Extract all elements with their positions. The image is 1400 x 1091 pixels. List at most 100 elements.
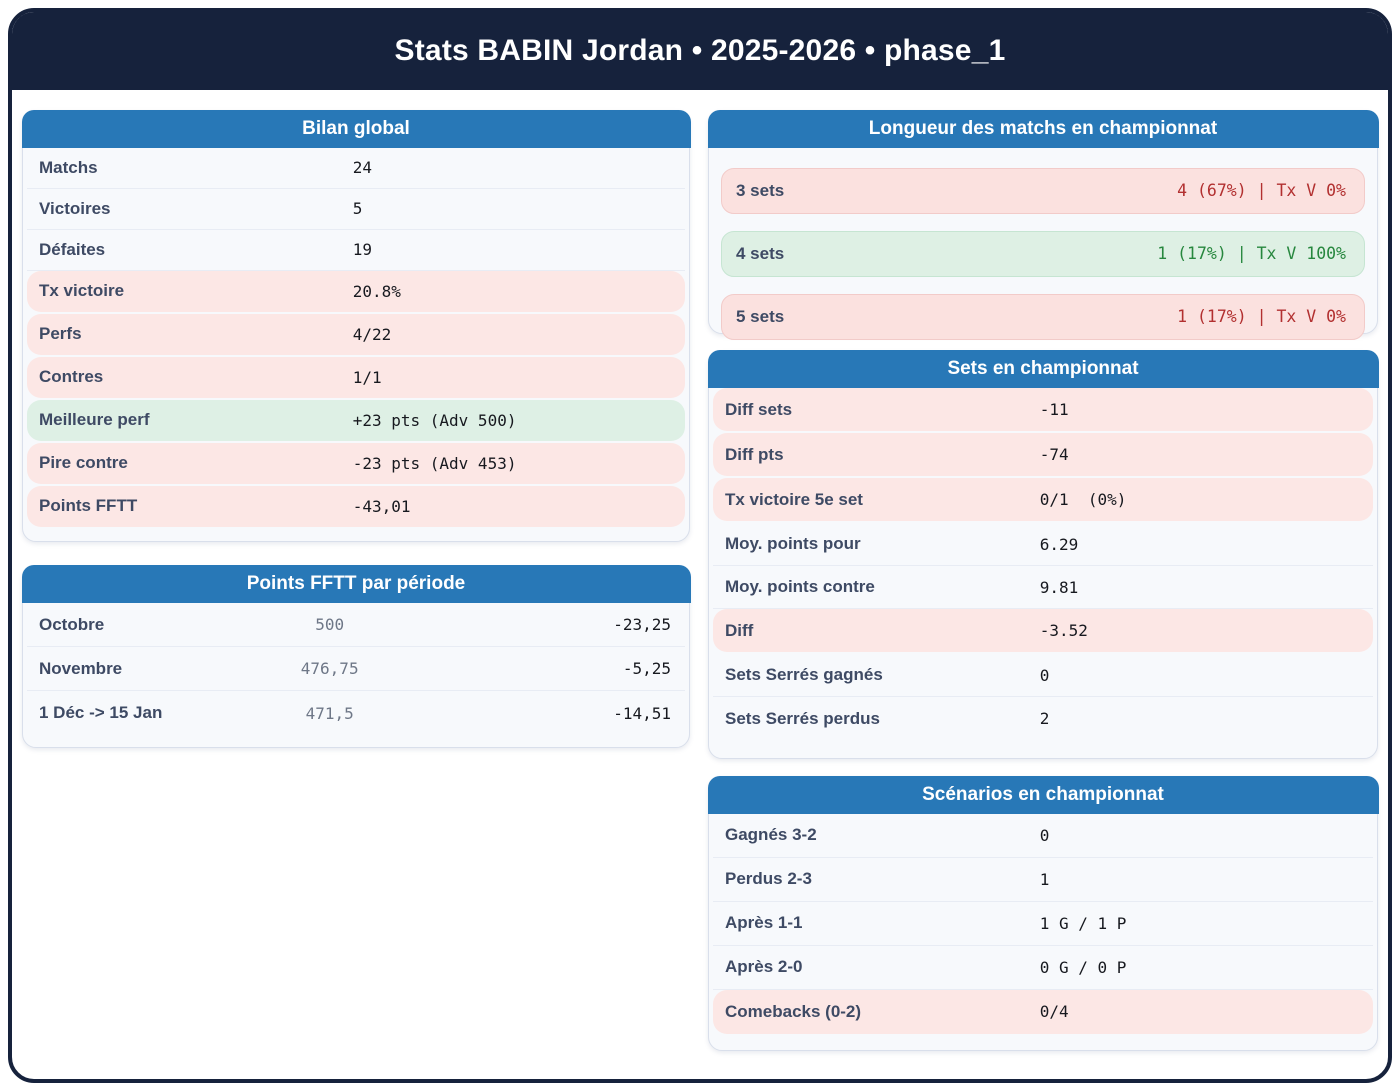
row-value: -5,25 [622,659,671,678]
stat-row: Pire contre -23 pts (Adv 453) [27,442,685,484]
card-body-scenarios-championnat: Gagnés 3-2 0 Perdus 2-3 1 Après 1-1 1 G / 1 P… [709,814,1377,1050]
left-column: Bilan global Matchs 24 Victoires 5 Défaites 1… [21,109,691,748]
row-value: 4 (67%) | Tx V 0% [1177,181,1346,200]
row-value: +23 pts (Adv 500) [352,410,517,430]
row-label: Matchs [39,157,98,177]
row-label: Meilleure perf [39,410,150,429]
stat-row: Perdus 2-3 1 [713,858,1373,902]
stat-row: Diff -3.52 [713,609,1373,652]
stat-row: Octobre 500 -23,25 [27,603,685,647]
card-title-bilan-global: Bilan global [21,109,691,148]
row-value: 1 (17%) | Tx V 0% [1177,307,1346,326]
stat-row: Matchs 24 [27,148,685,189]
row-value: 0 G / 0 P [1039,957,1127,977]
card-body-bilan-global: Matchs 24 Victoires 5 Défaites 19 Tx victoire 2… [23,148,689,541]
row-label: Octobre [39,614,105,634]
row-value: 0/1 (0%) [1039,490,1127,509]
stat-row: Moy. points pour 6.29 [713,523,1373,566]
row-value: 4/22 [352,324,392,344]
row-value: -3.52 [1039,621,1088,640]
row-label: Diff [725,620,754,640]
row-value: -23 pts (Adv 453) [352,453,517,473]
row-value: -43,01 [352,496,411,516]
stat-row: Moy. points contre 9.81 [713,566,1373,609]
stat-row: Victoires 5 [27,189,685,230]
row-value: 5 [352,199,363,218]
row-value: 24 [352,158,372,177]
row-value: 0/4 [1039,1002,1069,1021]
row-value: 9.81 [1039,577,1079,597]
stat-row: 5 sets 1 (17%) | Tx V 0% [721,293,1365,340]
stat-row: Contres 1/1 [27,356,685,398]
row-label: 4 sets [736,243,785,263]
row-value: 0 [1039,665,1050,685]
row-mid-value: 476,75 [300,659,359,678]
row-label: Tx victoire 5e set [725,489,863,509]
row-label: Défaites [39,239,106,259]
page-frame: Stats BABIN Jordan • 2025-2026 • phase_1… [8,8,1392,1083]
stat-row: Diff pts -74 [713,433,1373,476]
card-sets-championnat: Sets en championnat Diff sets -11 Diff pts… [707,350,1379,759]
card-title-points-fftt-periode: Points FFTT par période [21,565,691,603]
stat-row: Après 1-1 1 G / 1 P [713,902,1373,946]
row-label: Novembre [39,658,123,678]
row-value: 1 [1039,869,1050,889]
row-value: 20.8% [352,281,401,301]
stat-row: Tx victoire 20.8% [27,270,685,312]
card-title-scenarios-championnat: Scénarios en championnat [707,775,1379,814]
row-value: -11 [1039,400,1069,419]
row-label: Sets Serrés gagnés [725,665,883,684]
stat-row: 4 sets 1 (17%) | Tx V 100% [721,230,1365,277]
stat-row: Défaites 19 [27,230,685,271]
row-label: Diff pts [725,444,784,464]
row-label: Contres [39,367,104,386]
row-label: Après 1-1 [725,913,803,932]
card-bilan-global: Bilan global Matchs 24 Victoires 5 Défaites 1… [21,109,691,542]
row-mid-value: 500 [315,615,345,634]
app-header: Stats BABIN Jordan • 2025-2026 • phase_1 [12,12,1388,90]
row-label: Victoires [39,198,111,218]
stat-row: Comebacks (0-2) 0/4 [713,989,1373,1034]
stat-row: Sets Serrés gagnés 0 [713,654,1373,697]
content: Bilan global Matchs 24 Victoires 5 Défaites 1… [12,90,1388,1071]
row-label: Perfs [39,324,82,343]
card-body-longueur-matchs: 3 sets 4 (67%) | Tx V 0% 4 sets 1 (17%) | T… [709,148,1377,340]
row-mid-value: 471,5 [305,703,354,723]
row-label: 5 sets [736,306,785,326]
stat-row: 3 sets 4 (67%) | Tx V 0% [721,167,1365,214]
row-value: 6.29 [1039,534,1079,554]
row-label: Comebacks (0-2) [725,1001,862,1021]
card-scenarios-championnat: Scénarios en championnat Gagnés 3-2 0 Perd… [707,775,1379,1051]
row-value: -14,51 [613,703,671,723]
stat-row: Après 2-0 0 G / 0 P [713,946,1373,990]
card-body-points-fftt-periode: Octobre 500 -23,25 Novembre 476,75 -5,25 1 Déc… [23,603,689,747]
row-value: -74 [1039,445,1069,464]
card-body-sets-championnat: Diff sets -11 Diff pts -74 Tx victoire 5e se… [709,388,1377,758]
stat-row: Tx victoire 5e set 0/1 (0%) [713,478,1373,521]
row-value: 0 [1039,825,1050,845]
row-label: Perdus 2-3 [725,869,812,888]
row-label: Moy. points contre [725,577,875,596]
row-value: 1 (17%) | Tx V 100% [1157,244,1346,263]
right-column: Longueur des matchs en championnat 3 set… [707,109,1379,1051]
stat-row: Points FFTT -43,01 [27,485,685,527]
stat-row: 1 Déc -> 15 Jan 471,5 -14,51 [27,691,685,735]
row-value: 19 [352,240,372,259]
card-points-fftt-periode: Points FFTT par période Octobre 500 -23,25… [21,565,691,748]
row-value: 1 G / 1 P [1039,913,1127,933]
row-value: -23,25 [613,615,671,634]
stat-row: Meilleure perf +23 pts (Adv 500) [27,399,685,441]
stat-row: Novembre 476,75 -5,25 [27,647,685,691]
row-label: Après 2-0 [725,957,803,976]
row-value: 1/1 [352,367,382,387]
row-label: Sets Serrés perdus [725,708,880,728]
row-label: Moy. points pour [725,534,861,553]
row-label: Diff sets [725,399,793,419]
row-label: 1 Déc -> 15 Jan [39,703,163,722]
row-label: 3 sets [736,180,785,200]
stat-row: Gagnés 3-2 0 [713,814,1373,858]
row-label: Points FFTT [39,496,138,515]
card-title-longueur-matchs: Longueur des matchs en championnat [707,109,1379,148]
row-label: Pire contre [39,453,128,472]
card-title-sets-championnat: Sets en championnat [707,350,1379,388]
